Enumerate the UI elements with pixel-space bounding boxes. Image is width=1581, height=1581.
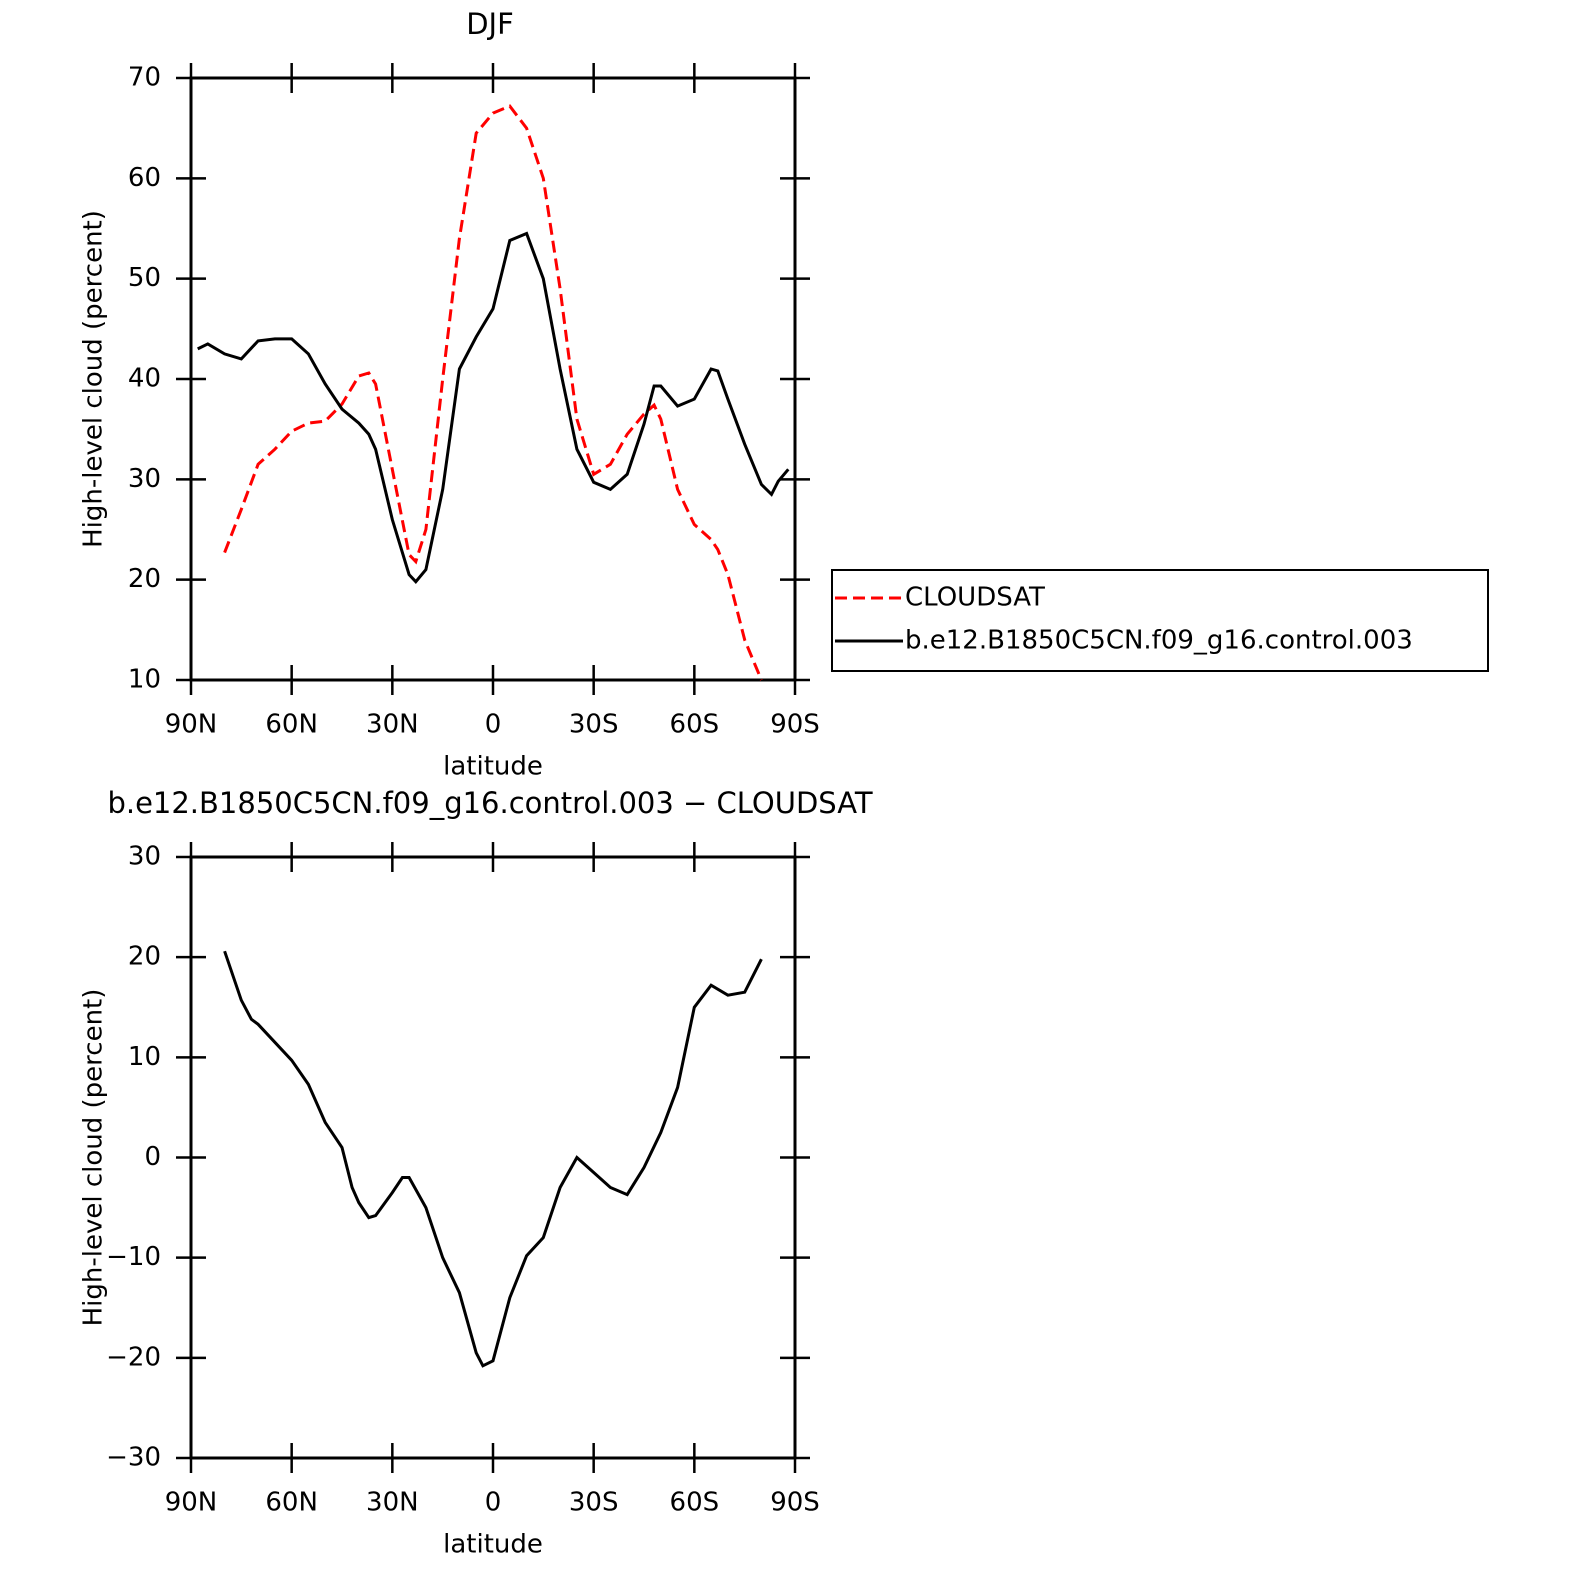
y-tick-label: 10 [128, 1042, 161, 1072]
x-axis-label: latitude [443, 1530, 543, 1560]
legend-label: b.e12.B1850C5CN.f09_g16.control.003 [905, 626, 1413, 656]
y-tick-label: 20 [128, 564, 161, 594]
y-tick-label: 40 [128, 364, 161, 394]
x-tick-label: 60N [265, 1488, 318, 1518]
y-axis-label: High-level cloud (percent) [79, 210, 109, 548]
y-tick-label: 20 [128, 942, 161, 972]
y-tick-label: 60 [128, 163, 161, 193]
data-line [223, 104, 763, 681]
x-tick-label: 30S [569, 1488, 619, 1518]
x-tick-label: 0 [485, 1488, 502, 1518]
y-tick-label: −10 [106, 1242, 161, 1272]
x-tick-label: 90S [770, 710, 820, 740]
y-tick-label: −20 [106, 1342, 161, 1372]
y-axis-label: High-level cloud (percent) [79, 989, 109, 1327]
y-tick-label: 30 [128, 464, 161, 494]
plot-frame [189, 855, 797, 1460]
y-tick-label: 10 [128, 665, 161, 695]
x-tick-label: 30N [366, 710, 419, 740]
y-tick-label: 0 [144, 1142, 161, 1172]
chart-title: b.e12.B1850C5CN.f09_g16.control.003 − CL… [107, 786, 872, 820]
data-line [223, 950, 763, 1368]
chart-title: DJF [466, 7, 514, 41]
y-tick-label: 50 [128, 263, 161, 293]
legend-label: CLOUDSAT [905, 583, 1045, 613]
x-tick-label: 60S [670, 710, 720, 740]
x-tick-label: 60S [670, 1488, 720, 1518]
x-tick-label: 90N [165, 1488, 218, 1518]
x-tick-label: 60N [265, 710, 318, 740]
y-tick-label: 70 [128, 63, 161, 93]
x-tick-label: 0 [485, 710, 502, 740]
y-tick-label: 30 [128, 842, 161, 872]
x-tick-label: 30N [366, 1488, 419, 1518]
x-tick-label: 30S [569, 710, 619, 740]
x-tick-label: 90N [165, 710, 218, 740]
legend-box [831, 569, 1489, 672]
data-line [197, 231, 790, 584]
x-axis-label: latitude [443, 752, 543, 782]
x-tick-label: 90S [770, 1488, 820, 1518]
y-tick-label: −30 [106, 1443, 161, 1473]
